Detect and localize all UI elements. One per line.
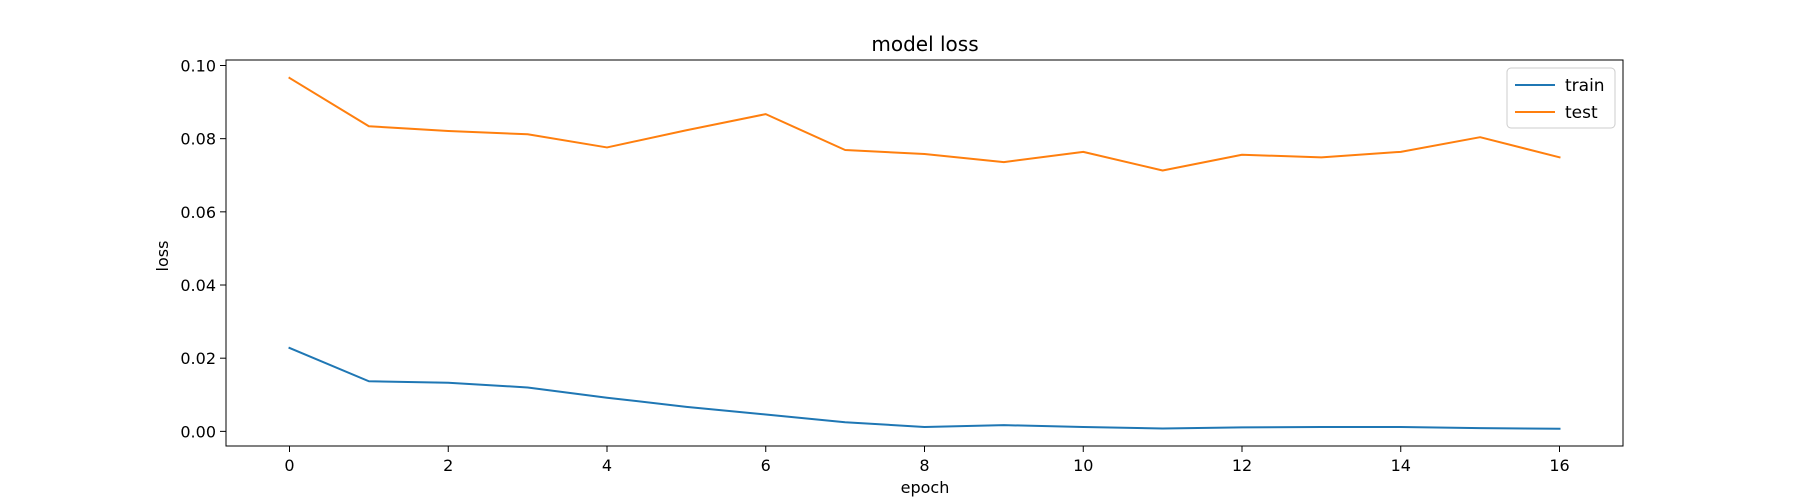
x-axis-label: epoch	[901, 478, 950, 497]
series-line-test	[288, 76, 1561, 172]
plot-frame	[225, 59, 1624, 447]
series-line-train	[288, 346, 1561, 430]
x-tick-label: 2	[443, 456, 453, 475]
y-tick-label: 0.04	[180, 276, 216, 295]
x-tick-label: 16	[1549, 456, 1569, 475]
x-tick-label: 4	[602, 456, 612, 475]
x-tick-label: 8	[919, 456, 929, 475]
x-tick-label: 12	[1232, 456, 1252, 475]
y-tick-label: 0.06	[180, 203, 216, 222]
plot-area: 0 2 4 6 8 10 12 14 16 0.00 0.02 0.04 0.06 0.08 0.10	[180, 56, 1624, 475]
y-axis-label: loss	[153, 241, 172, 272]
y-tick-label: 0.08	[180, 130, 216, 149]
y-tick-label: 0.00	[180, 422, 216, 441]
y-tick-label: 0.02	[180, 349, 216, 368]
x-tick-label: 10	[1073, 456, 1093, 475]
x-tick-label: 0	[284, 456, 294, 475]
legend: train test	[1506, 67, 1616, 129]
legend-label-train: train	[1565, 76, 1605, 96]
chart-title: model loss	[871, 32, 978, 56]
x-tick-label: 14	[1391, 456, 1411, 475]
y-tick-label: 0.10	[180, 56, 216, 75]
legend-label-test: test	[1565, 103, 1598, 123]
x-tick-label: 6	[761, 456, 771, 475]
